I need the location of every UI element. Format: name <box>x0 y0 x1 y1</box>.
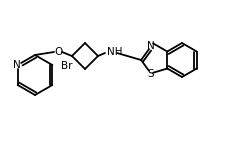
Text: NH: NH <box>107 47 122 57</box>
Text: S: S <box>148 69 154 79</box>
Text: N: N <box>147 41 155 51</box>
Text: Br: Br <box>61 61 73 71</box>
Text: N: N <box>13 60 20 70</box>
Text: O: O <box>54 47 62 57</box>
